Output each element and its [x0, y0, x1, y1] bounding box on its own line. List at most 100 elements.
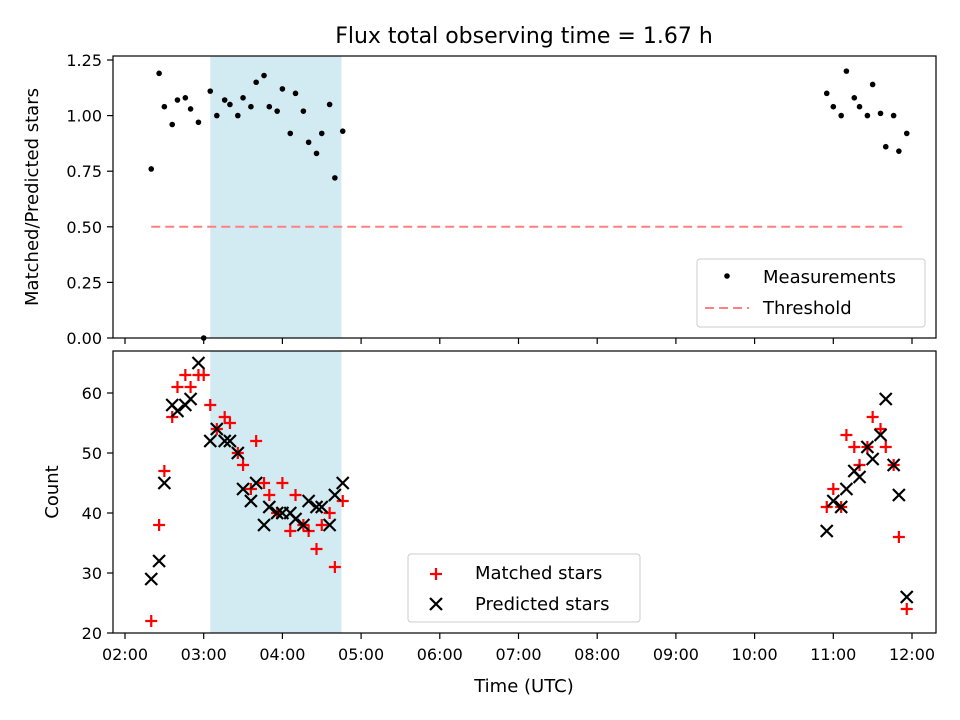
predicted-star-point — [210, 422, 224, 436]
legend-marker-predicted-stars — [429, 597, 443, 611]
matched-star-point — [866, 411, 879, 423]
chart-title: Flux total observing time = 1.67 h — [335, 24, 713, 49]
predicted-star-point — [152, 554, 166, 568]
measurement-point — [174, 97, 181, 103]
matched-star-point — [840, 429, 853, 441]
predicted-star-point — [328, 488, 342, 502]
predicted-star-point — [217, 434, 232, 448]
predicted-star-point — [249, 476, 263, 490]
matched-star-point — [197, 369, 210, 381]
bottom-x-ticks: 02:00 03:00 04:00 05:00 06:00 07:00 08:00 09:00… — [102, 633, 935, 664]
x-tick-label: 12:00 — [889, 645, 935, 664]
matched-star-point — [879, 441, 892, 453]
legend-marker-matched-stars — [430, 568, 442, 580]
matched-star-point — [900, 603, 913, 615]
predicted-star-point — [322, 518, 337, 532]
matched-star-point — [145, 615, 158, 627]
highlight-span-bottom — [210, 351, 342, 633]
measurement-point — [261, 72, 267, 79]
measurement-point — [169, 121, 176, 128]
matched-star-point — [315, 519, 328, 531]
matched-star-point — [158, 465, 171, 477]
x-tick-label: 07:00 — [495, 645, 541, 664]
measurement-point — [326, 101, 333, 108]
matched-star-point — [310, 543, 323, 555]
matched-star-point — [848, 441, 861, 453]
top-plot-frame — [112, 55, 937, 339]
matched-star-point — [218, 411, 231, 423]
predicted-star-point — [819, 524, 834, 538]
x-axis-label: Time (UTC) — [473, 676, 574, 697]
x-tick-label: 06:00 — [417, 645, 463, 664]
matched-star-point — [328, 561, 341, 573]
predicted-star-point — [852, 470, 867, 484]
measurement-point — [156, 70, 162, 77]
x-tick-label: 08:00 — [574, 645, 620, 664]
y-tick-label: 1.25 — [66, 51, 102, 70]
measurement-point — [292, 90, 299, 97]
measurement-point — [313, 150, 320, 157]
measurement-point — [195, 119, 202, 126]
x-tick-label: 02:00 — [102, 645, 148, 664]
predicted-star-point — [244, 494, 258, 508]
top-y-ticks: 0.00 0.25 0.50 0.75 1.00 1.25 — [66, 51, 113, 348]
measurement-point — [882, 143, 889, 150]
predicted-star-point — [839, 482, 854, 496]
legend-label-threshold: Threshold — [762, 298, 852, 319]
measurement-point — [896, 148, 902, 154]
predicted-star-point — [183, 392, 198, 406]
matched-star-point — [263, 489, 276, 501]
legend-label-measurements: Measurements — [763, 267, 896, 288]
matched-star-point — [179, 369, 192, 381]
matched-star-point — [284, 525, 297, 537]
measurement-point — [187, 106, 194, 112]
legend-label-predicted-stars: Predicted stars — [475, 594, 609, 615]
measurement-point — [332, 175, 338, 181]
measurement-point — [148, 166, 155, 172]
predicted-star-point — [257, 518, 271, 532]
matched-star-point — [250, 435, 263, 447]
predicted-star-point — [144, 572, 159, 586]
predicted-star-point — [191, 356, 206, 370]
predicted-star-point — [157, 476, 172, 490]
measurement-point — [240, 95, 246, 101]
y-tick-label: 20 — [82, 624, 102, 643]
x-tick-label: 04:00 — [259, 645, 305, 664]
measurement-point — [300, 108, 307, 114]
matched-star-point — [223, 417, 236, 429]
measurement-point — [279, 86, 286, 92]
predicted-star-point — [301, 494, 316, 508]
measurement-point — [274, 108, 280, 114]
measurement-point — [830, 103, 837, 110]
measurement-point — [823, 90, 830, 97]
bottom-data-marks — [144, 356, 914, 627]
bottom-panel: 20 30 40 50 60 02:00 03:00 04:00 05:00 06:00 07:0… — [42, 350, 937, 697]
top-data-marks — [148, 68, 910, 341]
y-tick-label: 50 — [82, 444, 102, 463]
predicted-star-point — [270, 506, 284, 520]
bottom-y-axis-label: Count — [42, 465, 63, 518]
measurement-point — [161, 103, 168, 110]
matched-star-point — [153, 519, 166, 531]
measurement-point — [318, 130, 325, 137]
measurement-point — [253, 79, 259, 86]
measurement-point — [856, 103, 863, 110]
predicted-star-point — [865, 452, 880, 466]
matched-star-point — [171, 381, 184, 393]
x-tick-label: 03:00 — [181, 645, 227, 664]
matched-star-point — [336, 495, 349, 507]
matched-star-point — [892, 531, 905, 543]
predicted-star-point — [834, 500, 848, 514]
predicted-star-point — [231, 446, 245, 460]
measurement-point — [287, 130, 294, 137]
x-tick-label: 10:00 — [732, 645, 778, 664]
legend-label-matched-stars: Matched stars — [475, 563, 602, 584]
matched-star-point — [323, 507, 336, 519]
top-legend: Measurements Threshold — [696, 258, 926, 328]
bottom-legend: Matched stars Predicted stars — [407, 553, 641, 623]
measurement-point — [207, 88, 214, 94]
measurement-point — [838, 112, 844, 119]
measurement-point — [864, 112, 871, 119]
bottom-plot-frame — [112, 350, 937, 634]
matched-star-point — [258, 477, 271, 489]
